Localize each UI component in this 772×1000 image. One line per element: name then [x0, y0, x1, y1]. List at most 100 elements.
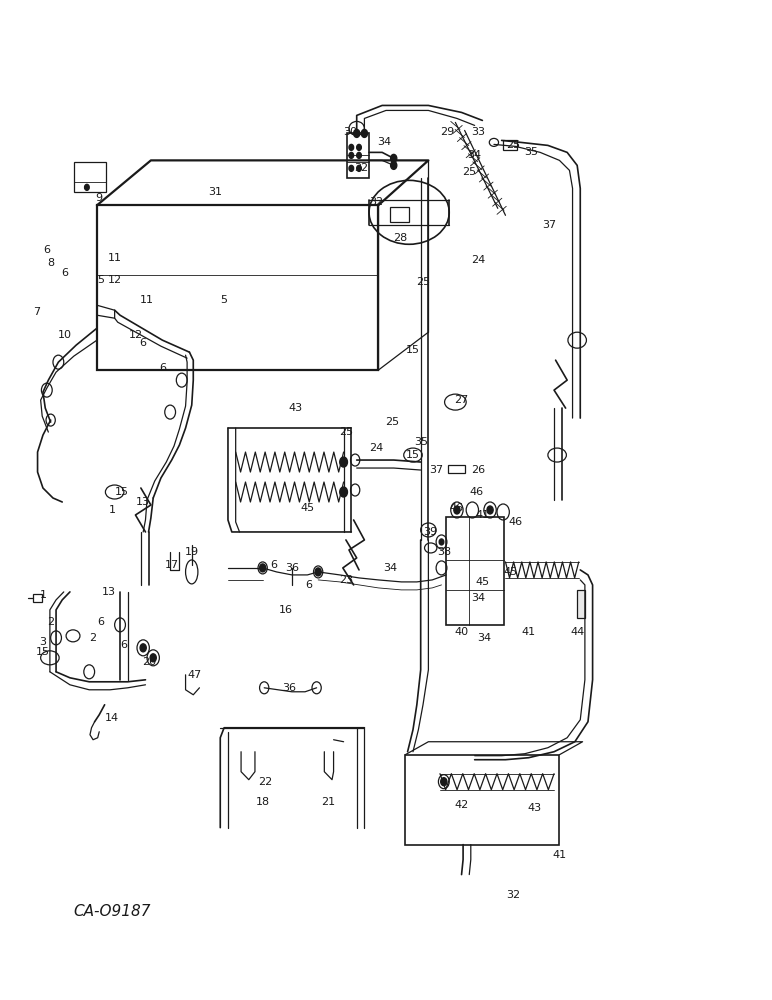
Bar [390, 207, 409, 222]
Bar [97, 205, 378, 370]
Bar [503, 140, 517, 150]
Text: 17: 17 [164, 560, 179, 570]
Circle shape [349, 152, 354, 158]
Text: 31: 31 [208, 187, 222, 197]
Text: 28: 28 [393, 233, 407, 243]
Circle shape [361, 129, 367, 137]
Text: 6: 6 [159, 363, 166, 373]
Text: 15: 15 [114, 487, 129, 497]
Text: 12: 12 [128, 330, 143, 340]
Text: 13: 13 [136, 497, 151, 507]
Text: 46: 46 [450, 503, 464, 513]
Text: 41: 41 [476, 510, 489, 520]
Text: 46: 46 [509, 517, 523, 527]
Text: 26: 26 [472, 465, 486, 475]
Text: 34: 34 [478, 633, 492, 643]
Text: 6: 6 [61, 268, 68, 278]
Text: 39: 39 [424, 527, 438, 537]
Text: 5: 5 [97, 275, 104, 285]
Text: 45: 45 [300, 503, 314, 513]
Bar [577, 590, 585, 618]
Circle shape [391, 161, 397, 169]
Text: 1: 1 [39, 590, 46, 600]
Text: 5: 5 [221, 295, 228, 305]
Text: 15: 15 [406, 450, 420, 460]
Text: 25: 25 [416, 277, 430, 287]
Circle shape [357, 152, 361, 158]
Text: 45: 45 [504, 567, 518, 577]
Text: 24: 24 [369, 443, 383, 453]
Text: 37: 37 [543, 220, 557, 230]
Circle shape [85, 184, 90, 190]
Text: 6: 6 [140, 338, 147, 348]
Text: 6: 6 [97, 617, 104, 627]
Text: 12: 12 [107, 275, 122, 285]
Text: 2: 2 [47, 617, 54, 627]
Text: 34: 34 [383, 563, 397, 573]
Text: 25: 25 [506, 140, 520, 150]
Circle shape [259, 564, 266, 572]
Circle shape [439, 539, 444, 545]
Bar [347, 133, 369, 178]
Text: 16: 16 [279, 605, 293, 615]
Text: 1: 1 [109, 505, 116, 515]
Text: 18: 18 [256, 797, 269, 807]
Bar [405, 755, 560, 845]
Text: 25: 25 [385, 417, 399, 427]
Text: 34: 34 [468, 150, 482, 160]
Text: 40: 40 [455, 627, 469, 637]
Text: 6: 6 [306, 580, 313, 590]
Text: 6: 6 [271, 560, 278, 570]
Bar [74, 162, 107, 192]
Text: 7: 7 [33, 307, 40, 317]
Text: 11: 11 [140, 295, 154, 305]
Circle shape [357, 165, 361, 171]
Text: 13: 13 [101, 587, 116, 597]
Text: 11: 11 [107, 253, 122, 263]
Circle shape [391, 154, 397, 162]
Text: 21: 21 [321, 797, 335, 807]
Circle shape [357, 144, 361, 150]
Text: 42: 42 [455, 800, 469, 810]
Circle shape [150, 654, 156, 662]
Text: 36: 36 [285, 563, 299, 573]
Text: 10: 10 [58, 330, 72, 340]
Text: 14: 14 [105, 713, 120, 723]
Text: 6: 6 [43, 245, 50, 255]
Circle shape [340, 457, 347, 467]
Text: 32: 32 [354, 163, 368, 173]
Bar [33, 594, 42, 602]
Text: 32: 32 [370, 197, 384, 207]
Text: 41: 41 [553, 850, 567, 860]
Text: 34: 34 [472, 593, 486, 603]
Text: 27: 27 [455, 395, 469, 405]
Text: 24: 24 [472, 255, 486, 265]
Text: 23: 23 [339, 575, 353, 585]
Circle shape [349, 144, 354, 150]
Text: 3: 3 [39, 637, 46, 647]
Text: 9: 9 [96, 193, 103, 203]
Circle shape [441, 778, 447, 786]
Text: 35: 35 [524, 147, 538, 157]
Text: 32: 32 [506, 890, 520, 900]
Text: 22: 22 [258, 777, 272, 787]
Circle shape [349, 165, 354, 171]
Text: 25: 25 [339, 427, 353, 437]
Text: 38: 38 [437, 547, 451, 557]
Text: 29: 29 [441, 127, 455, 137]
Text: 25: 25 [462, 167, 476, 177]
Circle shape [354, 129, 360, 137]
Text: 43: 43 [288, 403, 302, 413]
Text: 6: 6 [120, 640, 127, 650]
Text: 19: 19 [185, 547, 199, 557]
Text: 20: 20 [142, 657, 157, 667]
Text: 8: 8 [47, 258, 54, 268]
Text: 43: 43 [527, 803, 541, 813]
Circle shape [140, 644, 146, 652]
Text: 36: 36 [283, 683, 296, 693]
Circle shape [454, 506, 460, 514]
Text: 30: 30 [344, 127, 357, 137]
Circle shape [340, 487, 347, 497]
Text: 46: 46 [470, 487, 484, 497]
Text: 35: 35 [414, 437, 428, 447]
